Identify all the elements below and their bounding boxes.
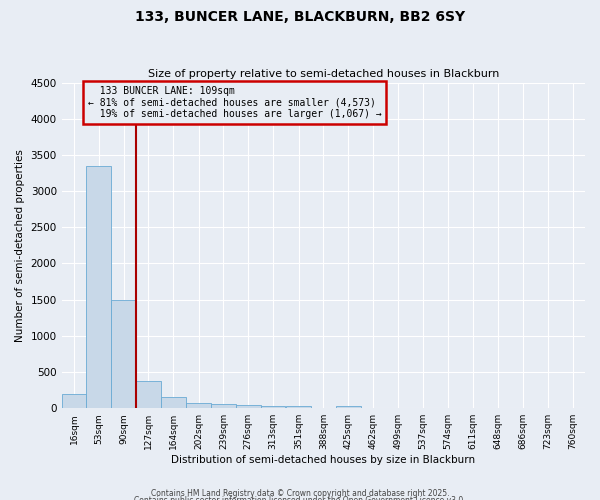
Text: 133 BUNCER LANE: 109sqm
← 81% of semi-detached houses are smaller (4,573)
  19% : 133 BUNCER LANE: 109sqm ← 81% of semi-de… bbox=[88, 86, 382, 120]
Y-axis label: Number of semi-detached properties: Number of semi-detached properties bbox=[15, 149, 25, 342]
Text: 133, BUNCER LANE, BLACKBURN, BB2 6SY: 133, BUNCER LANE, BLACKBURN, BB2 6SY bbox=[135, 10, 465, 24]
X-axis label: Distribution of semi-detached houses by size in Blackburn: Distribution of semi-detached houses by … bbox=[171, 455, 475, 465]
Bar bbox=[211, 404, 236, 408]
Bar bbox=[136, 380, 161, 408]
Bar bbox=[236, 405, 260, 408]
Title: Size of property relative to semi-detached houses in Blackburn: Size of property relative to semi-detach… bbox=[148, 69, 499, 79]
Bar bbox=[161, 398, 185, 408]
Text: Contains HM Land Registry data © Crown copyright and database right 2025.: Contains HM Land Registry data © Crown c… bbox=[151, 488, 449, 498]
Bar bbox=[111, 300, 136, 408]
Bar bbox=[286, 406, 311, 408]
Bar bbox=[62, 394, 86, 408]
Bar bbox=[336, 406, 361, 408]
Bar bbox=[260, 406, 286, 408]
Bar bbox=[86, 166, 111, 408]
Text: Contains public sector information licensed under the Open Government Licence v3: Contains public sector information licen… bbox=[134, 496, 466, 500]
Bar bbox=[187, 403, 211, 408]
